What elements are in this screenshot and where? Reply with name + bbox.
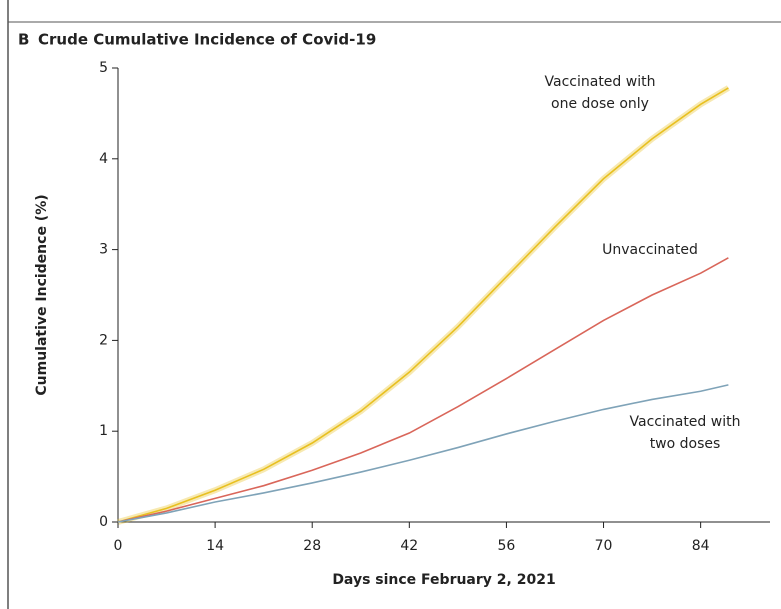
x-tick-label: 70 [595, 538, 613, 554]
series-label: two doses [650, 436, 721, 452]
line [117, 257, 729, 523]
y-tick-label: 4 [99, 151, 108, 167]
y-axis-label: Cumulative Incidence (%) [34, 194, 50, 395]
y-tick-label: 3 [99, 242, 108, 258]
x-tick-label: 42 [400, 538, 418, 554]
series-label: Vaccinated with [630, 414, 741, 430]
x-axis-label: Days since February 2, 2021 [332, 572, 555, 588]
x-tick-label: 84 [692, 538, 710, 554]
y-tick-label: 1 [99, 423, 108, 439]
series-label: one dose only [551, 96, 649, 112]
panel-label: B [18, 31, 29, 49]
x-tick-label: 14 [206, 538, 224, 554]
series-label: Vaccinated with [545, 74, 656, 90]
x-tick-label: 0 [114, 538, 123, 554]
chart-title: Crude Cumulative Incidence of Covid-19 [38, 31, 376, 49]
x-tick-label: 28 [303, 538, 321, 554]
y-tick-label: 2 [99, 332, 108, 348]
y-tick-label: 5 [99, 60, 108, 76]
line [117, 384, 729, 523]
y-tick-label: 0 [99, 514, 108, 530]
line [117, 87, 729, 523]
series-label: Unvaccinated [602, 242, 698, 258]
x-tick-label: 56 [498, 538, 516, 554]
